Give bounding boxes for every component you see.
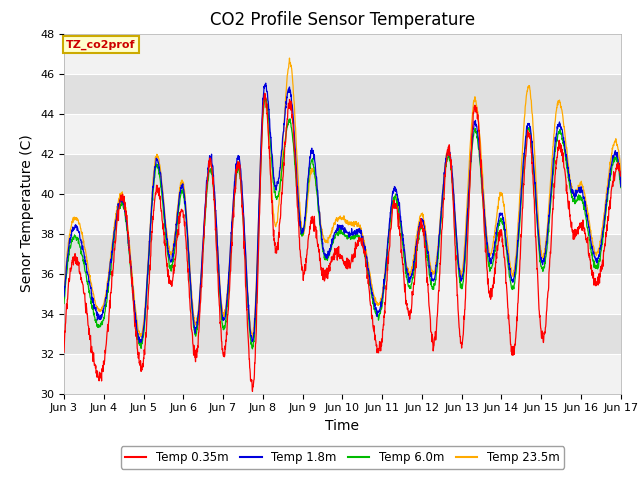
Temp 1.8m <box>136 339 143 345</box>
Temp 23.5m <box>617 166 625 172</box>
Bar <box>64 34 621 73</box>
Temp 0.35m <box>374 346 381 352</box>
Temp 23.5m <box>315 203 323 208</box>
Temp 0.35m <box>479 191 486 197</box>
Temp 23.5m <box>285 55 293 61</box>
Line: Temp 1.8m: Temp 1.8m <box>64 83 621 342</box>
Temp 0.35m <box>550 196 557 202</box>
Line: Temp 0.35m: Temp 0.35m <box>64 93 621 391</box>
Line: Temp 6.0m: Temp 6.0m <box>64 99 621 349</box>
Temp 23.5m <box>550 136 557 142</box>
Temp 6.0m <box>617 185 625 191</box>
Bar <box>64 154 621 193</box>
Legend: Temp 0.35m, Temp 1.8m, Temp 6.0m, Temp 23.5m: Temp 0.35m, Temp 1.8m, Temp 6.0m, Temp 2… <box>120 446 564 469</box>
Title: CO2 Profile Sensor Temperature: CO2 Profile Sensor Temperature <box>210 11 475 29</box>
Temp 1.8m <box>566 178 573 183</box>
Temp 0.35m <box>315 246 323 252</box>
Bar <box>64 354 621 394</box>
Temp 6.0m <box>261 96 269 102</box>
Temp 6.0m <box>374 313 381 319</box>
Temp 1.8m <box>617 183 625 189</box>
Temp 6.0m <box>315 209 323 215</box>
Bar <box>64 274 621 313</box>
Temp 23.5m <box>566 173 573 179</box>
Temp 0.35m <box>566 213 573 219</box>
Temp 1.8m <box>60 294 68 300</box>
X-axis label: Time: Time <box>325 419 360 433</box>
Bar <box>64 193 621 234</box>
Temp 6.0m <box>566 183 573 189</box>
Bar <box>64 73 621 114</box>
Bar <box>64 313 621 354</box>
Temp 23.5m <box>249 334 257 340</box>
Bar <box>64 234 621 274</box>
Temp 6.0m <box>617 182 625 188</box>
Temp 6.0m <box>550 167 557 172</box>
Temp 23.5m <box>479 169 486 175</box>
Temp 23.5m <box>617 171 625 177</box>
Temp 1.8m <box>617 179 625 184</box>
Temp 0.35m <box>260 90 268 96</box>
Temp 0.35m <box>617 172 625 178</box>
Temp 6.0m <box>248 346 256 352</box>
Temp 0.35m <box>248 388 256 394</box>
Temp 1.8m <box>374 310 381 316</box>
Temp 1.8m <box>479 185 486 191</box>
Temp 1.8m <box>315 203 323 208</box>
Line: Temp 23.5m: Temp 23.5m <box>64 58 621 337</box>
Temp 23.5m <box>60 292 68 298</box>
Temp 0.35m <box>60 349 68 355</box>
Temp 6.0m <box>479 191 486 196</box>
Temp 6.0m <box>60 300 68 306</box>
Temp 0.35m <box>617 173 625 179</box>
Bar <box>64 114 621 154</box>
Text: TZ_co2prof: TZ_co2prof <box>66 40 136 50</box>
Temp 1.8m <box>262 80 269 86</box>
Temp 1.8m <box>550 156 557 161</box>
Temp 23.5m <box>374 301 381 307</box>
Y-axis label: Senor Temperature (C): Senor Temperature (C) <box>20 135 35 292</box>
